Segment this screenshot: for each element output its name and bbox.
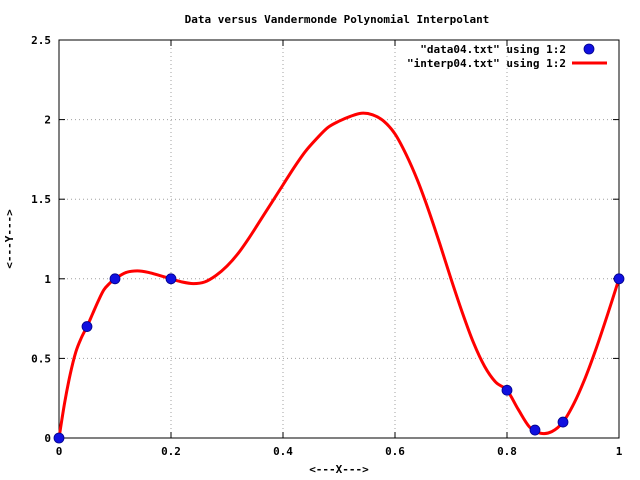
chart-title: Data versus Vandermonde Polynomial Inter… xyxy=(185,13,490,26)
y-tick-label: 2 xyxy=(44,114,51,127)
x-tick-label: 0.6 xyxy=(385,445,405,458)
data-point xyxy=(109,273,121,285)
y-tick-label: 0.5 xyxy=(31,352,51,365)
interp-series-line xyxy=(57,111,621,439)
gridlines xyxy=(59,40,619,438)
x-tick-label: 0 xyxy=(56,445,63,458)
plot-frame xyxy=(58,39,620,439)
data-point xyxy=(165,273,177,285)
data-point xyxy=(53,432,65,444)
x-tick-label: 1 xyxy=(616,445,623,458)
data-point xyxy=(529,424,541,436)
y-tick-label: 2.5 xyxy=(31,34,51,47)
legend: "data04.txt" using 1:2 "interp04.txt" us… xyxy=(407,43,607,70)
data-point xyxy=(613,273,625,285)
y-axis-ticks: 0 0.5 1 1.5 2 2.5 xyxy=(31,34,619,445)
legend-label-interp: "interp04.txt" using 1:2 xyxy=(407,57,566,70)
y-tick-label: 0 xyxy=(44,432,51,445)
legend-swatch-data xyxy=(583,43,595,55)
x-tick-label: 0.8 xyxy=(497,445,517,458)
x-tick-label: 0.2 xyxy=(161,445,181,458)
legend-label-data: "data04.txt" using 1:2 xyxy=(420,43,566,56)
data-point xyxy=(557,416,569,428)
data-point xyxy=(501,384,513,396)
series-layer xyxy=(53,111,625,444)
y-axis-label: <---Y---> xyxy=(3,209,16,269)
y-tick-label: 1 xyxy=(44,273,51,286)
x-axis-ticks: 0 0.2 0.4 0.6 0.8 1 xyxy=(56,40,623,458)
x-tick-label: 0.4 xyxy=(273,445,293,458)
y-tick-label: 1.5 xyxy=(31,193,51,206)
data-point xyxy=(81,321,93,332)
x-axis-label: <---X---> xyxy=(309,463,369,476)
